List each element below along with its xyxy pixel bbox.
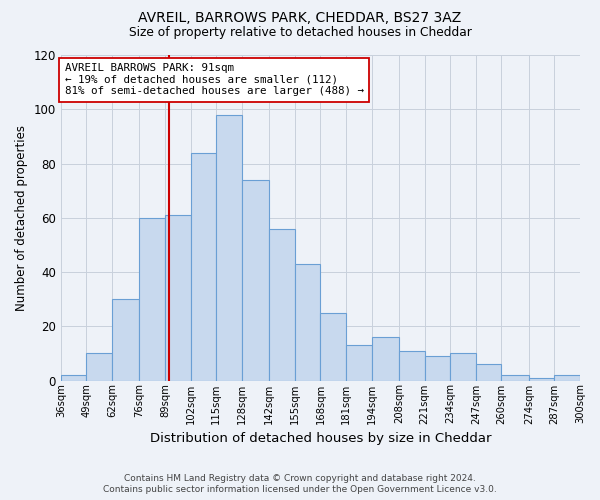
Text: Size of property relative to detached houses in Cheddar: Size of property relative to detached ho…	[128, 26, 472, 39]
Bar	[529, 378, 554, 380]
Bar	[371, 337, 399, 380]
Bar	[139, 218, 165, 380]
X-axis label: Distribution of detached houses by size in Cheddar: Distribution of detached houses by size …	[149, 432, 491, 445]
Bar	[191, 152, 216, 380]
Bar	[476, 364, 502, 380]
Bar	[112, 299, 139, 380]
Text: AVREIL, BARROWS PARK, CHEDDAR, BS27 3AZ: AVREIL, BARROWS PARK, CHEDDAR, BS27 3AZ	[139, 12, 461, 26]
Text: AVREIL BARROWS PARK: 91sqm
← 19% of detached houses are smaller (112)
81% of sem: AVREIL BARROWS PARK: 91sqm ← 19% of deta…	[65, 63, 364, 96]
Bar	[425, 356, 450, 380]
Bar	[269, 228, 295, 380]
Bar	[450, 354, 476, 380]
Bar	[295, 264, 320, 380]
Bar	[242, 180, 269, 380]
Bar	[502, 375, 529, 380]
Bar	[346, 345, 371, 380]
Bar	[165, 215, 191, 380]
Bar	[86, 354, 112, 380]
Bar	[216, 114, 242, 380]
Bar	[320, 312, 346, 380]
Bar	[399, 350, 425, 380]
Bar	[554, 375, 580, 380]
Text: Contains HM Land Registry data © Crown copyright and database right 2024.
Contai: Contains HM Land Registry data © Crown c…	[103, 474, 497, 494]
Y-axis label: Number of detached properties: Number of detached properties	[15, 125, 28, 311]
Bar	[61, 375, 86, 380]
